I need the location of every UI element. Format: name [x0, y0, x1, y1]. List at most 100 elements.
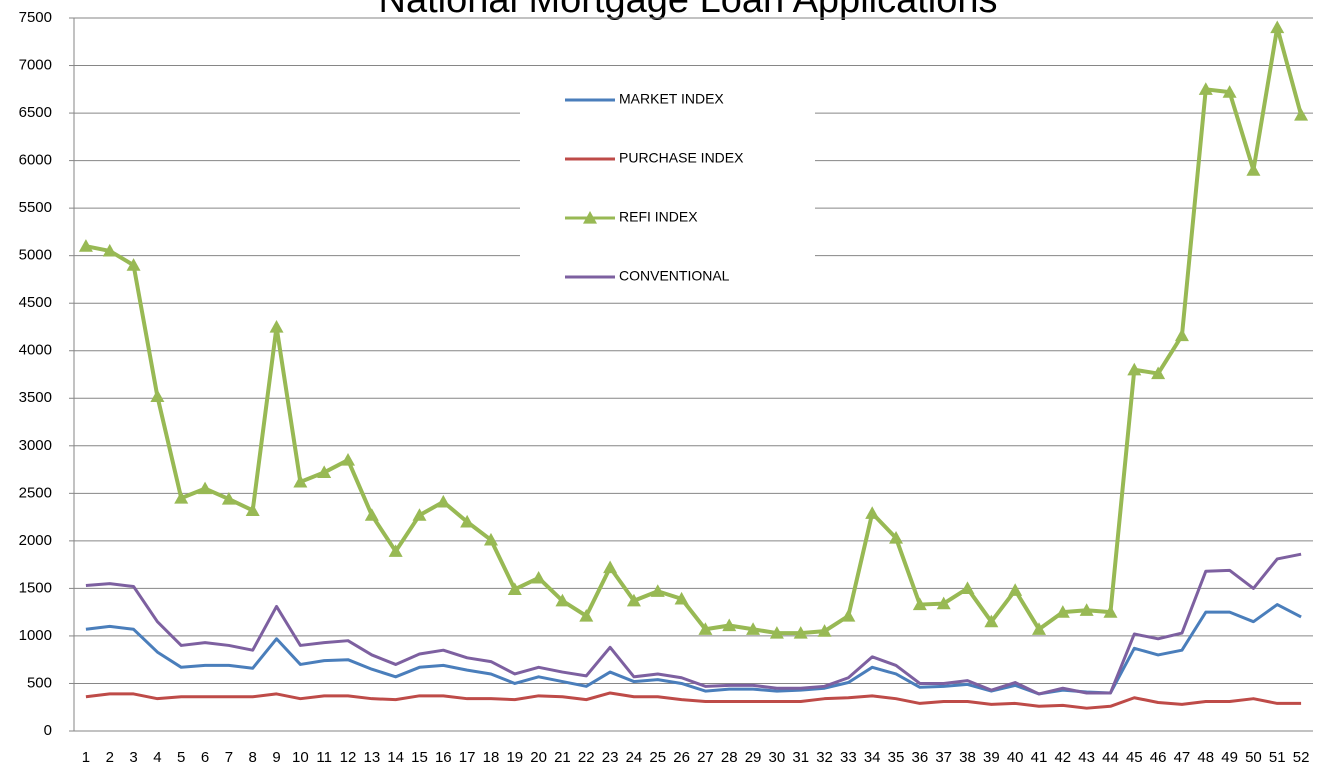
x-tick-label: 2 — [106, 749, 114, 766]
series-marker — [912, 597, 927, 611]
x-tick-label: 35 — [888, 749, 905, 766]
series-marker — [698, 622, 713, 635]
y-tick-label: 500 — [27, 674, 52, 691]
series-marker — [364, 508, 379, 521]
x-tick-label: 3 — [129, 749, 137, 766]
series-line — [85, 691, 1302, 710]
series-marker — [1031, 622, 1046, 635]
x-tick-label: 23 — [602, 749, 619, 766]
y-tick-label: 7000 — [19, 57, 52, 74]
y-tick-label: 2000 — [19, 532, 52, 549]
x-tick-label: 27 — [697, 749, 714, 766]
series-marker — [1151, 366, 1166, 380]
series-marker — [1294, 107, 1309, 121]
x-tick-label: 36 — [912, 749, 929, 766]
series-marker — [650, 584, 665, 597]
x-tick-label: 44 — [1102, 749, 1119, 766]
series-marker — [436, 494, 451, 508]
x-tick-label: 43 — [1078, 749, 1095, 766]
series-marker — [412, 508, 427, 521]
series-marker — [102, 243, 117, 257]
series-marker — [341, 453, 356, 466]
x-tick-label: 45 — [1126, 749, 1143, 766]
x-tick-label: 22 — [578, 749, 595, 766]
x-tick-label: 5 — [177, 749, 185, 766]
x-tick-label: 47 — [1174, 749, 1191, 766]
series-marker — [603, 560, 618, 574]
series-marker — [293, 474, 308, 488]
x-tick-label: 51 — [1269, 749, 1286, 766]
series-marker — [483, 532, 498, 546]
y-tick-label: 4500 — [19, 294, 52, 311]
x-tick-label: 7 — [225, 749, 233, 766]
x-tick-label: 29 — [745, 749, 762, 766]
x-tick-label: 19 — [506, 749, 523, 766]
x-tick-label: 34 — [864, 749, 881, 766]
x-tick-label: 52 — [1293, 749, 1310, 766]
series-marker — [245, 503, 260, 517]
series-marker — [1079, 603, 1094, 616]
x-tick-label: 12 — [340, 749, 357, 766]
series-marker — [221, 492, 236, 505]
series-marker — [1198, 82, 1213, 95]
x-tick-label: 11 — [316, 749, 332, 766]
x-tick-label: 46 — [1150, 749, 1167, 766]
x-tick-label: 31 — [792, 749, 809, 766]
y-tick-label: 6500 — [19, 104, 52, 121]
series-marker — [817, 624, 832, 637]
x-tick-label: 26 — [673, 749, 690, 766]
x-tick-label: 9 — [272, 749, 280, 766]
series-marker — [674, 591, 689, 605]
series-marker — [198, 481, 213, 495]
y-tick-label: 2500 — [19, 484, 52, 501]
series-marker — [174, 491, 189, 504]
series-line — [85, 552, 1302, 696]
x-tick-label: 48 — [1197, 749, 1214, 766]
y-tick-label: 5000 — [19, 247, 52, 264]
legend-marker — [583, 211, 597, 224]
x-tick-label: 17 — [459, 749, 476, 766]
x-tick-label: 1 — [82, 749, 90, 766]
series-marker — [555, 593, 570, 607]
series-marker — [793, 626, 808, 639]
x-tick-label: 49 — [1221, 749, 1238, 766]
series-marker — [126, 258, 141, 271]
series-marker — [78, 239, 93, 252]
series-marker — [1127, 362, 1142, 376]
series-marker — [317, 465, 332, 479]
series-marker — [1270, 20, 1285, 34]
series-marker — [841, 608, 856, 622]
x-tick-label: 39 — [983, 749, 1000, 766]
x-tick-label: 38 — [959, 749, 976, 766]
legend-label: MARKET INDEX — [619, 91, 724, 107]
x-tick-label: 6 — [201, 749, 209, 766]
series-marker — [960, 581, 975, 594]
series-marker — [507, 582, 522, 595]
x-tick-label: 20 — [530, 749, 547, 766]
x-tick-label: 10 — [292, 749, 309, 766]
series-marker — [1055, 605, 1070, 618]
series-marker — [936, 596, 951, 610]
y-tick-label: 1000 — [19, 627, 52, 644]
x-tick-label: 25 — [649, 749, 666, 766]
series-marker — [1246, 163, 1261, 176]
series-marker — [1103, 605, 1118, 618]
x-tick-label: 18 — [483, 749, 500, 766]
series-marker — [531, 570, 546, 584]
x-tick-label: 16 — [435, 749, 452, 766]
x-tick-label: 28 — [721, 749, 738, 766]
series-marker — [150, 389, 165, 402]
series-marker — [889, 531, 904, 544]
x-tick-label: 33 — [840, 749, 857, 766]
series-marker — [746, 622, 761, 635]
series-marker — [269, 319, 284, 333]
series-marker — [1008, 583, 1023, 596]
legend-label: REFI INDEX — [619, 209, 698, 225]
x-tick-label: 8 — [249, 749, 257, 766]
legend-label: CONVENTIONAL — [619, 268, 730, 284]
x-tick-label: 32 — [816, 749, 833, 766]
series-marker — [1222, 85, 1237, 98]
x-tick-label: 41 — [1031, 749, 1048, 766]
series-marker — [579, 608, 594, 622]
